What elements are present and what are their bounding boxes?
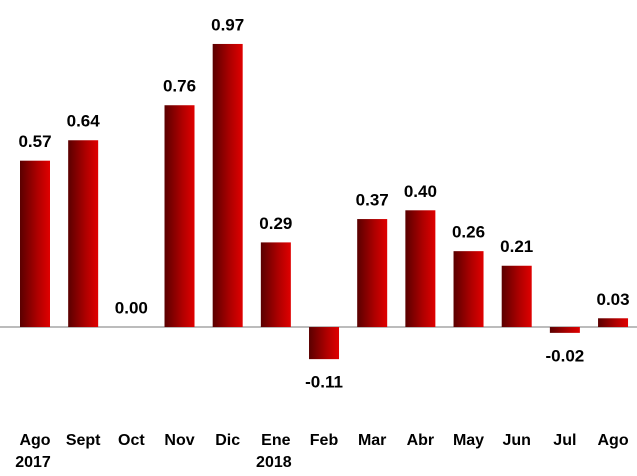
value-label: 0.64 [67, 112, 101, 131]
bar [212, 43, 243, 328]
value-label: 0.21 [500, 237, 533, 256]
x-tick-label: Dic [215, 432, 240, 449]
value-label: 0.03 [596, 290, 629, 309]
x-tick-label: Ago [19, 432, 50, 449]
bar [164, 105, 195, 328]
bar [68, 140, 99, 328]
bar [357, 219, 388, 328]
value-label: 0.76 [163, 77, 196, 96]
value-label: 0.26 [452, 223, 485, 242]
value-label: 0.40 [404, 182, 437, 201]
value-label: 0.29 [259, 214, 292, 233]
value-label: 0.57 [18, 132, 51, 151]
x-tick-label: Oct [118, 432, 145, 449]
value-label: 0.97 [211, 15, 244, 34]
value-label: -0.02 [545, 346, 584, 365]
bar [260, 242, 291, 328]
bar [501, 265, 532, 328]
bar [309, 327, 340, 360]
value-label: -0.11 [305, 373, 343, 392]
x-tick-label: Sept [66, 432, 101, 449]
value-label: 0.00 [115, 299, 148, 318]
bar [598, 318, 629, 328]
x-tick-year: 2018 [256, 454, 292, 471]
value-label: 0.37 [356, 191, 389, 210]
x-tick-label: Jul [553, 432, 576, 449]
bar [20, 160, 50, 328]
bar [405, 210, 436, 328]
x-tick-label: Jun [502, 432, 530, 449]
x-tick-label: Ago [597, 432, 628, 449]
x-tick-label: Nov [164, 432, 194, 449]
bar [549, 327, 580, 333]
bar [453, 251, 484, 328]
x-tick-label: Ene [261, 432, 290, 449]
x-tick-label: May [453, 432, 484, 449]
x-tick-label: Feb [310, 432, 339, 449]
x-tick-label: Mar [358, 432, 386, 449]
x-tick-year: 2017 [15, 454, 51, 471]
x-tick-label: Abr [407, 432, 435, 449]
